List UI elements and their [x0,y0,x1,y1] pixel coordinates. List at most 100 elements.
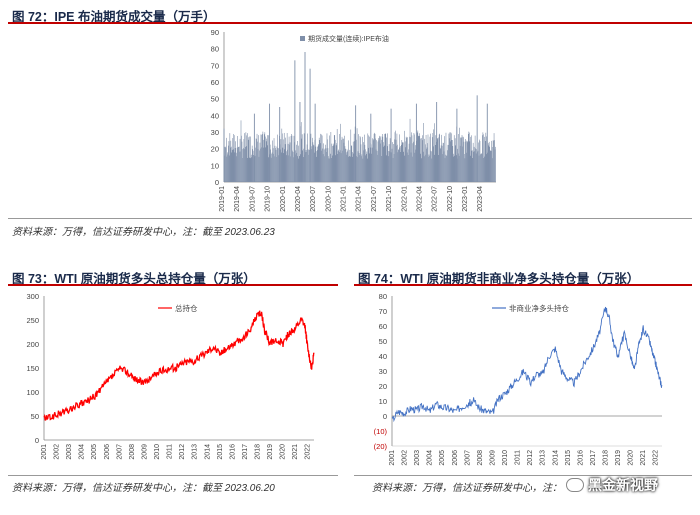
fig72-y-tick: 70 [211,61,219,70]
fig74-source-rule [354,475,692,476]
fig74-y-tick: 70 [379,307,387,316]
fig72-y-tick: 20 [211,145,219,154]
fig74-x-tick: 2007 [464,450,471,466]
fig74-y-tick: 30 [379,367,387,376]
fig74-y-tick: 80 [379,292,387,301]
fig73-x-tick: 2021 [292,444,299,460]
fig73-x-tick: 2008 [129,444,136,460]
fig73-x-tick: 2014 [204,444,211,460]
fig74-x-tick: 2003 [414,450,421,466]
fig73-y-tick: 150 [26,364,39,373]
fig73-x-tick: 2022 [305,444,312,460]
fig74-rule [354,284,692,286]
fig73-source-rule [8,475,338,476]
fig73-title: 图 73：WTI 原油期货多头总持仓量（万张） [12,272,256,286]
fig72-legend: 期货成交量(连续):IPE布油 [308,34,389,43]
fig72-x-tick: 2023-04 [477,186,484,212]
fig72-x-tick: 2020-04 [295,186,302,212]
fig72-title: 图 72：IPE 布油期货成交量（万手） [12,10,216,24]
fig74-x-tick: 2009 [489,450,496,466]
fig73-y-tick: 300 [26,292,39,301]
fig73-y-tick: 100 [26,388,39,397]
fig72-x-tick: 2021-10 [386,186,393,212]
fig74-x-tick: 2015 [565,450,572,466]
fig74-x-tick: 2016 [577,450,584,466]
fig72-x-tick: 2019-04 [234,186,241,212]
fig72-y-tick: 90 [211,28,219,37]
fig74-title: 图 74：WTI 原油期货非商业净多头持仓量（万张） [358,272,640,286]
fig73-x-tick: 2016 [229,444,236,460]
fig73-rule [8,284,338,286]
fig73-chart: 0 50 100 150 200 250 300 2001 2002 2003 2004 2005 20… [26,292,315,460]
fig72-x-tick: 2023-01 [462,186,469,212]
fig73-y-tick: 200 [26,340,39,349]
fig72-y-tick: 40 [211,111,219,120]
fig73-x-tick: 2015 [217,444,224,460]
fig74-x-tick: 2012 [527,450,534,466]
fig73-x-tick: 2003 [66,444,73,460]
fig73-x-tick: 2020 [280,444,287,460]
fig74-x-tick: 2017 [590,450,597,466]
fig72-x-tick: 2019-10 [265,186,272,212]
fig74-x-tick: 2011 [515,450,522,465]
fig73-x-tick: 2017 [242,444,249,460]
fig72-x-tick: 2022-10 [447,186,454,212]
fig72-chart: 0 10 20 30 40 50 60 70 80 90 2019-01 2019-04 2019-07… [211,28,496,212]
fig72-x-tick: 2021-01 [341,186,348,212]
fig74-x-tick: 2010 [502,450,509,466]
fig73-x-tick: 2002 [54,444,61,460]
fig73-x-tick: 2012 [179,444,186,460]
fig74-x-tick: 2019 [615,450,622,466]
fig72-x-tick: 2020-01 [280,186,287,212]
fig72-source-rule [8,218,692,219]
fig74-y-tick: (20) [374,442,388,451]
fig73-source: 资料来源：万得，信达证券研发中心，注：截至 2023.06.20 [12,483,275,494]
fig74-y-tick: 60 [379,322,387,331]
fig72-x-tick: 2022-01 [401,186,408,212]
fig74-x-tick: 2020 [628,450,635,466]
fig73-x-tick: 2005 [91,444,98,460]
fig74-x-tick: 2005 [439,450,446,466]
fig73-x-tick: 2011 [167,444,174,459]
fig74-x-tick: 2006 [452,450,459,466]
fig72-y-tick: 60 [211,78,219,87]
fig72-x-tick: 2021-04 [356,186,363,212]
wechat-icon [566,478,584,492]
fig74-y-tick: 10 [379,397,387,406]
fig74-x-tick: 2008 [477,450,484,466]
fig73-x-tick: 2006 [104,444,111,460]
fig74-y-tick: 0 [383,412,387,421]
fig72-legend-swatch [300,36,305,41]
fig74-chart: (20) (10) 0 10 20 30 40 50 60 70 80 2001 2002 2003 200… [374,292,663,466]
fig74-y-tick: 40 [379,352,387,361]
fig74-x-tick: 2002 [402,450,409,466]
fig73-x-tick: 2013 [192,444,199,460]
fig72-rule [8,22,692,24]
fig73-x-tick: 2019 [267,444,274,460]
fig73-y-tick: 0 [35,436,39,445]
fig72-y-tick: 10 [211,161,219,170]
fig73-x-tick: 2004 [79,444,86,460]
fig74-x-tick: 2001 [389,450,396,466]
fig73-y-tick: 250 [26,316,39,325]
fig74-x-tick: 2014 [552,450,559,466]
fig72-source: 资料来源：万得，信达证券研发中心，注：截至 2023.06.23 [12,227,275,238]
fig72-x-tick: 2020-07 [310,186,317,212]
fig74-x-tick: 2013 [540,450,547,466]
fig74-x-tick: 2018 [602,450,609,466]
fig74-y-tick: (10) [374,427,388,436]
fig72-x-tick: 2019-01 [219,186,226,212]
fig74-source: 资料来源：万得，信达证券研发中心，注： [372,483,562,494]
fig72-x-tick: 2021-07 [371,186,378,212]
fig74-y-tick: 50 [379,337,387,346]
fig73-legend: 总持仓 [175,303,198,313]
fig73-y-tick: 50 [31,412,39,421]
fig73-x-tick: 2009 [141,444,148,460]
fig72-x-tick: 2022-07 [432,186,439,212]
fig74-x-tick: 2021 [640,450,647,466]
fig73-series-line [43,310,315,421]
fig72-y-tick: 50 [211,95,219,104]
fig74-legend: 非商业净多头持仓 [509,303,569,313]
watermark-text: 黑金新视野 [588,477,658,493]
fig72-y-tick: 30 [211,128,219,137]
